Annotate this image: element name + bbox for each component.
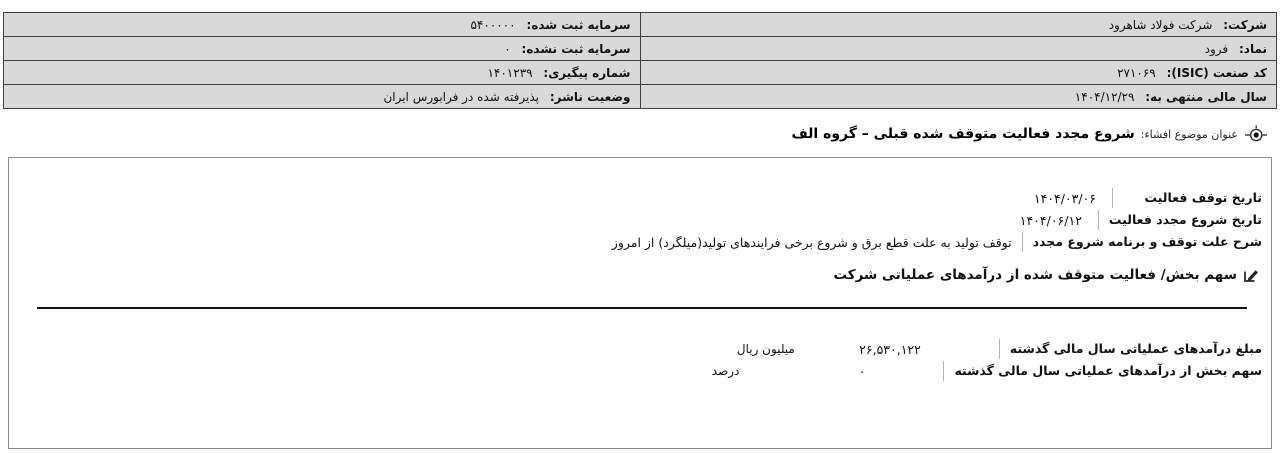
operating-revenue-value: ۲۶,۵۳۰,۱۲۲ (859, 341, 921, 357)
section-divider-line (37, 307, 1247, 309)
issuer-status-cell: وضعیت ناشر: پذیرفته شده در فرابورس ایران (3, 84, 641, 109)
stop-date-value: ۱۴۰۴/۰۳/۰۶ (1033, 190, 1096, 206)
revenue-section-header: سهم بخش/ فعالیت متوقف شده از درآمدهای عم… (9, 264, 1260, 286)
unregistered-capital-label: سرمایه ثبت نشده: (521, 41, 631, 56)
symbol-cell: نماد: فرود (639, 36, 1277, 61)
stop-date-label: تاریخ توقف فعالیت (1112, 188, 1262, 208)
disclosure-title-value: شروع مجدد فعالیت متوقف شده قبلی – گروه ا… (791, 126, 1135, 142)
operating-revenue-label: مبلغ درآمدهای عملیاتی سال مالی گذشته (998, 339, 1262, 359)
stop-date-row: تاریخ توقف فعالیت ۱۴۰۴/۰۳/۰۶ (9, 187, 1271, 209)
isic-code-label: کد صنعت (ISIC): (1166, 65, 1267, 80)
operating-revenue-unit: میلیون ریال (736, 342, 795, 356)
company-value: شرکت فولاد شاهرود (1108, 17, 1213, 32)
disclosure-title-label: عنوان موضوع افشاء: (1140, 127, 1238, 141)
unregistered-capital-cell: سرمایه ثبت نشده: ۰ (3, 36, 641, 61)
table-row: سال مالی منتهی به: ۱۴۰۴/۱۲/۲۹ وضعیت ناشر… (3, 84, 1277, 109)
restart-date-row: تاریخ شروع مجدد فعالیت ۱۴۰۴/۰۶/۱۲ (9, 209, 1271, 231)
fiscal-year-end-label: سال مالی منتهی به: (1145, 89, 1267, 104)
isic-code-cell: کد صنعت (ISIC): ۲۷۱۰۶۹ (639, 60, 1277, 85)
segment-share-unit: درصد (711, 364, 740, 378)
registered-capital-label: سرمایه ثبت شده: (526, 17, 631, 32)
tracking-number-label: شماره پیگیری: (543, 65, 631, 80)
segment-share-row: سهم بخش از درآمدهای عملیاتی سال مالی گذش… (9, 360, 1271, 382)
segment-share-label: سهم بخش از درآمدهای عملیاتی سال مالی گذش… (943, 361, 1262, 381)
tracking-number-cell: شماره پیگیری: ۱۴۰۱۲۳۹ (3, 60, 641, 85)
pencil-note-icon (1242, 266, 1260, 284)
registered-capital-value: ۵۴۰۰۰۰۰ (470, 17, 516, 32)
company-label: شرکت: (1223, 17, 1267, 32)
restart-date-value: ۱۴۰۴/۰۶/۱۲ (1019, 212, 1082, 228)
table-row: کد صنعت (ISIC): ۲۷۱۰۶۹ شماره پیگیری: ۱۴۰… (3, 60, 1277, 85)
issuer-status-label: وضعیت ناشر: (549, 89, 631, 104)
table-row: نماد: فرود سرمایه ثبت نشده: ۰ (3, 36, 1277, 61)
target-bullet-icon (1244, 124, 1268, 144)
symbol-label: نماد: (1238, 41, 1267, 56)
operating-revenue-row: مبلغ درآمدهای عملیاتی سال مالی گذشته ۲۶,… (9, 338, 1271, 360)
revenue-section-title: سهم بخش/ فعالیت متوقف شده از درآمدهای عم… (833, 267, 1237, 283)
restart-date-label: تاریخ شروع مجدد فعالیت (1097, 210, 1262, 230)
disclosure-title-row: عنوان موضوع افشاء: شروع مجدد فعالیت متوق… (12, 122, 1268, 146)
unregistered-capital-value: ۰ (504, 41, 511, 56)
revenue-fields-group: مبلغ درآمدهای عملیاتی سال مالی گذشته ۲۶,… (9, 338, 1271, 382)
fiscal-year-end-cell: سال مالی منتهی به: ۱۴۰۴/۱۲/۲۹ (639, 84, 1277, 109)
table-row: شرکت: شرکت فولاد شاهرود سرمایه ثبت شده: … (3, 12, 1277, 37)
stop-reason-label: شرح علت توقف و برنامه شروع مجدد (1021, 232, 1262, 252)
fiscal-year-end-value: ۱۴۰۴/۱۲/۲۹ (1074, 89, 1135, 104)
stop-reason-value: توقف تولید به علت قطع برق و شروع برخی فر… (611, 234, 1012, 250)
tracking-number-value: ۱۴۰۱۲۳۹ (487, 65, 533, 80)
disclosure-form-box: تاریخ توقف فعالیت ۱۴۰۴/۰۳/۰۶ تاریخ شروع … (8, 157, 1272, 449)
symbol-value: فرود (1204, 41, 1229, 56)
issuer-status-value: پذیرفته شده در فرابورس ایران (383, 89, 539, 104)
stop-reason-row: شرح علت توقف و برنامه شروع مجدد توقف تول… (9, 231, 1271, 253)
registered-capital-cell: سرمایه ثبت شده: ۵۴۰۰۰۰۰ (3, 12, 641, 37)
company-name-cell: شرکت: شرکت فولاد شاهرود (639, 12, 1277, 37)
isic-code-value: ۲۷۱۰۶۹ (1117, 65, 1156, 80)
company-info-table: شرکت: شرکت فولاد شاهرود سرمایه ثبت شده: … (3, 12, 1277, 109)
segment-share-value: ۰ (858, 363, 866, 379)
